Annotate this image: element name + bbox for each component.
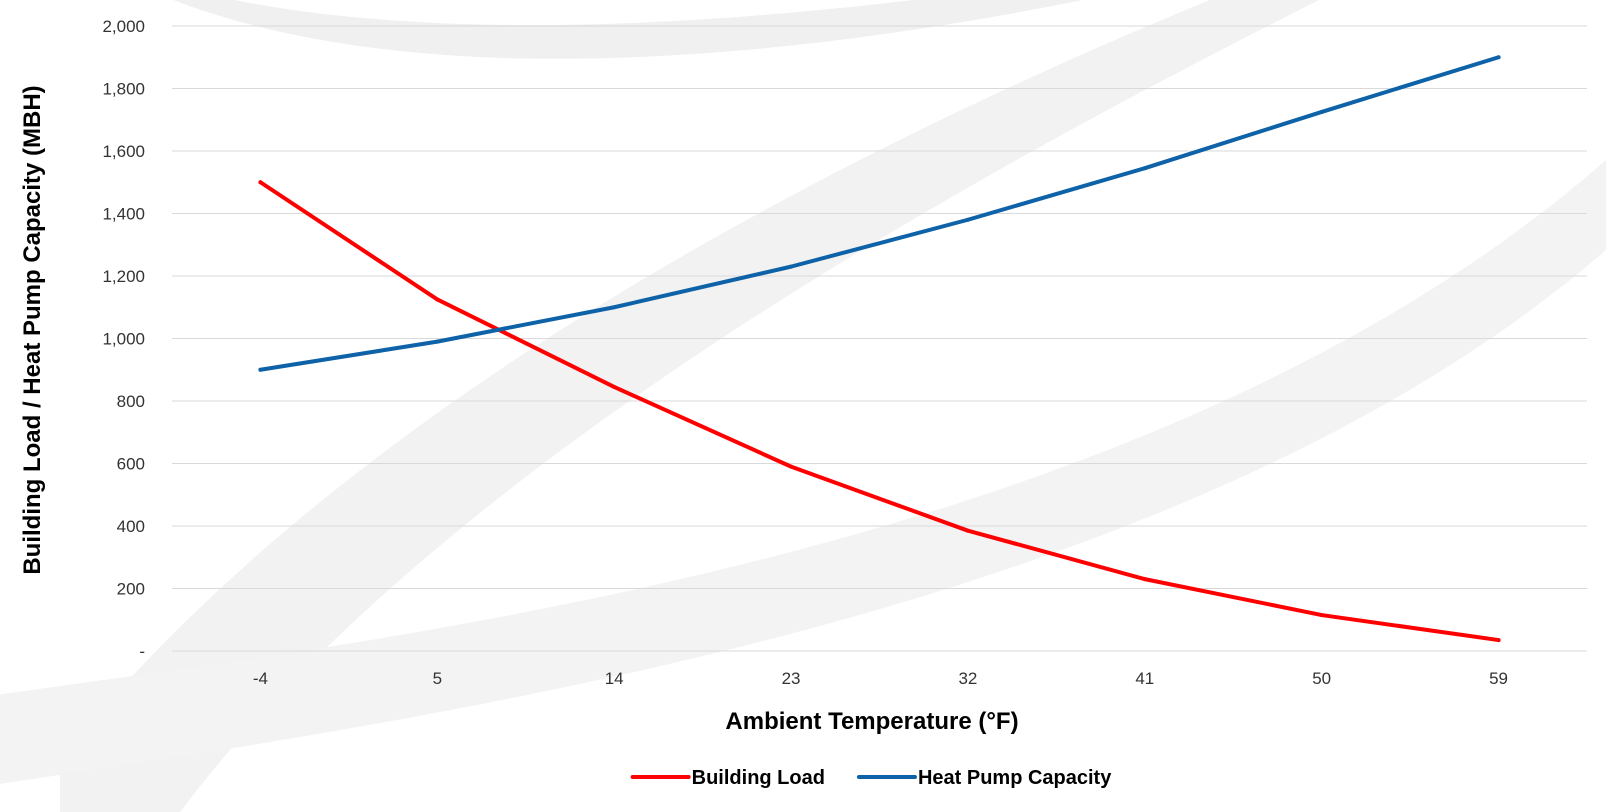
data-point — [258, 367, 263, 372]
x-tick-label: 32 — [958, 669, 977, 688]
y-axis-title: Building Load / Heat Pump Capacity (MBH) — [19, 85, 46, 574]
y-tick-label: 1,200 — [102, 267, 145, 286]
y-tick-label: 1,000 — [102, 330, 145, 349]
y-tick-label: 200 — [117, 580, 145, 599]
y-tick-label: 800 — [117, 392, 145, 411]
x-tick-label: 5 — [433, 669, 442, 688]
data-point — [965, 217, 970, 222]
y-tick-label: 1,800 — [102, 80, 145, 99]
data-point — [789, 464, 794, 469]
series-line-heat-pump-capacity — [258, 55, 1501, 372]
y-tick-label: - — [139, 642, 145, 661]
x-tick-label: -4 — [253, 669, 268, 688]
x-axis-ticks: -4 5 14 23 32 41 50 59 — [253, 669, 1508, 688]
data-point — [1496, 638, 1501, 643]
data-point — [435, 339, 440, 344]
data-point — [789, 264, 794, 269]
data-point — [435, 297, 440, 302]
x-tick-label: 23 — [782, 669, 801, 688]
y-axis-ticks: - 200 400 600 800 1,000 1,200 1,400 1,600 1,800 2,… — [102, 17, 145, 661]
x-tick-label: 41 — [1135, 669, 1154, 688]
x-tick-label: 59 — [1489, 669, 1508, 688]
y-tick-label: 1,600 — [102, 142, 145, 161]
data-point — [1142, 577, 1147, 582]
x-tick-label: 50 — [1312, 669, 1331, 688]
data-point — [612, 384, 617, 389]
y-tick-label: 400 — [117, 517, 145, 536]
legend-label: Building Load — [692, 767, 825, 789]
data-point — [1496, 55, 1501, 60]
legend: Building Load Heat Pump Capacity — [630, 767, 1112, 789]
watermark-swoosh-lower — [0, 160, 1606, 784]
y-tick-label: 1,400 — [102, 205, 145, 224]
y-tick-label: 2,000 — [102, 17, 145, 36]
y-tick-label: 600 — [117, 455, 145, 474]
series-line-building-load — [258, 180, 1501, 643]
legend-label: Heat Pump Capacity — [918, 767, 1112, 789]
data-point — [258, 180, 263, 185]
data-point — [1142, 166, 1147, 171]
x-axis-title: Ambient Temperature (°F) — [725, 708, 1018, 735]
series-lines — [258, 55, 1501, 643]
data-point — [1319, 109, 1324, 114]
data-point — [965, 528, 970, 533]
gridlines — [172, 25, 1587, 652]
data-point — [612, 305, 617, 310]
watermark-swoosh-top — [173, 0, 1083, 59]
data-point — [1319, 613, 1324, 618]
x-tick-label: 14 — [605, 669, 624, 688]
